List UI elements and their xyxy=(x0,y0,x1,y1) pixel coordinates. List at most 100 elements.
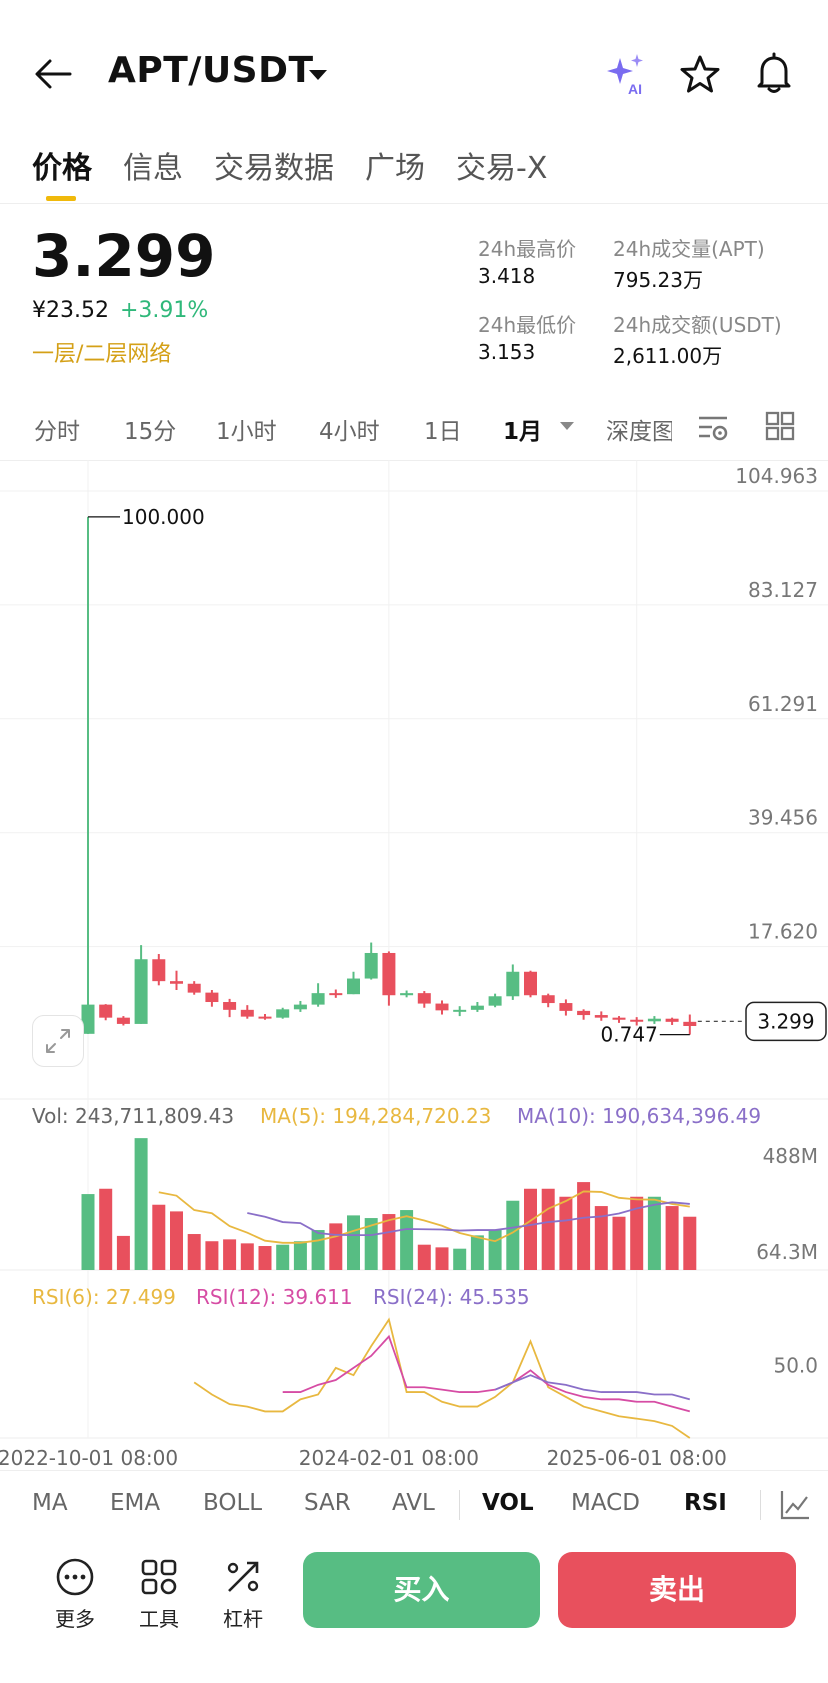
indicator-rsi[interactable]: RSI xyxy=(684,1490,727,1516)
candle-body xyxy=(524,971,537,996)
timeframe-depth[interactable]: 深度图 xyxy=(606,419,672,445)
network-tag[interactable]: 一层/二层网络 xyxy=(32,342,172,367)
ai-button[interactable]: AI xyxy=(604,52,648,97)
candle-body xyxy=(364,952,378,979)
timeframe-1mo[interactable]: 1月 xyxy=(503,419,543,445)
candle-body xyxy=(559,1003,573,1011)
tab-info[interactable]: 信息 xyxy=(123,151,183,186)
favorite-button[interactable] xyxy=(680,54,720,94)
sell-button[interactable]: 卖出 xyxy=(558,1552,796,1628)
tools-grid-icon xyxy=(141,1559,177,1595)
back-button[interactable] xyxy=(34,56,72,92)
volume-bar xyxy=(630,1196,644,1270)
volume-bar xyxy=(417,1244,431,1270)
volume-bar xyxy=(81,1194,95,1270)
volume-bar xyxy=(347,1215,360,1270)
volume-bar xyxy=(223,1239,237,1270)
volume-bar xyxy=(187,1234,201,1270)
volume-ma5-legend: MA(5): 194,284,720.23 xyxy=(260,1104,492,1128)
candle-body xyxy=(683,1021,697,1027)
tab-trading-data[interactable]: 交易数据 xyxy=(214,151,334,186)
price-tick-label: 83.127 xyxy=(748,578,818,602)
volume-bar xyxy=(329,1223,343,1270)
tab-trade-x[interactable]: 交易-X xyxy=(456,151,548,186)
candle-body xyxy=(665,1018,679,1022)
candle-body xyxy=(152,959,166,982)
indicator-macd[interactable]: MACD xyxy=(571,1490,640,1516)
buy-button[interactable]: 买入 xyxy=(303,1552,540,1628)
price-axis: 104.963 83.127 61.291 39.456 17.620 488M 64.3M… xyxy=(735,464,818,1378)
volume-bar xyxy=(647,1196,661,1270)
candle-body xyxy=(417,993,431,1004)
volume-bar xyxy=(488,1230,502,1270)
more-dots-icon xyxy=(56,1558,94,1596)
candle-body xyxy=(630,1019,644,1022)
more-button[interactable]: 更多 xyxy=(40,1555,110,1632)
tools-button[interactable]: 工具 xyxy=(124,1555,194,1632)
candle-body xyxy=(116,1017,130,1024)
candle-body xyxy=(240,1009,254,1017)
chart-trend-icon xyxy=(780,1491,809,1520)
timeframe-15m[interactable]: 15分 xyxy=(124,419,177,445)
volume-tick-label: 488M xyxy=(763,1144,818,1168)
change-percent: +3.91% xyxy=(120,298,209,323)
indicator-vol[interactable]: VOL xyxy=(482,1490,534,1516)
last-price-label: 3.299 xyxy=(757,1009,814,1033)
candle-body xyxy=(506,971,520,997)
indicator-sar[interactable]: SAR xyxy=(304,1490,351,1516)
chart-annotations: 100.000 0.747 3.299 xyxy=(88,505,827,1047)
vol-usdt-label: 24h成交额(USDT) xyxy=(613,313,782,337)
volume-bar xyxy=(205,1241,219,1270)
pair-title[interactable]: APT/USDT xyxy=(108,50,314,91)
timeframe-4h[interactable]: 4小时 xyxy=(319,419,380,445)
tab-square[interactable]: 广场 xyxy=(365,151,425,186)
volume-bar xyxy=(470,1235,484,1270)
candle-body xyxy=(99,1004,113,1018)
cny-price: ¥23.52 xyxy=(32,298,109,323)
candle-body xyxy=(276,1009,290,1018)
timeframe-line[interactable]: 分时 xyxy=(34,419,80,445)
price-chart[interactable]: 104.963 83.127 61.291 39.456 17.620 488M 64.3M… xyxy=(0,460,828,1480)
volume-bar xyxy=(577,1182,591,1270)
timeframe-more-dropdown[interactable] xyxy=(558,418,576,432)
volume-bar xyxy=(116,1235,130,1270)
vol-usdt-value: 2,611.00万 xyxy=(613,344,723,368)
volume-bar xyxy=(594,1206,608,1270)
candle-body xyxy=(594,1015,608,1018)
active-tab-indicator xyxy=(46,196,76,201)
price-tick-label: 39.456 xyxy=(748,806,818,830)
indicator-ema[interactable]: EMA xyxy=(110,1490,161,1516)
chart-settings-button[interactable] xyxy=(696,410,730,444)
indicator-ma[interactable]: MA xyxy=(32,1490,68,1516)
volume-bar xyxy=(453,1248,467,1270)
time-axis: 2022-10-01 08:00 2024-02-01 08:00 2025-06-… xyxy=(0,1446,727,1470)
indicator-avl[interactable]: AVL xyxy=(392,1490,435,1516)
candle-body xyxy=(453,1009,467,1012)
leverage-button[interactable]: 杠杆 xyxy=(208,1555,278,1632)
pair-dropdown-button[interactable] xyxy=(306,62,330,86)
fullscreen-button[interactable] xyxy=(32,1015,84,1067)
candle-body xyxy=(470,1005,484,1010)
high-label: 24h最高价 xyxy=(478,237,577,261)
volume-bar xyxy=(435,1247,449,1270)
rsi24-line xyxy=(494,1374,691,1401)
high-value: 3.418 xyxy=(478,264,536,288)
layout-grid-button[interactable] xyxy=(764,410,796,442)
time-tick-label: 2022-10-01 08:00 xyxy=(0,1446,178,1470)
max-price-label: 100.000 xyxy=(122,505,205,529)
tab-price[interactable]: 价格 xyxy=(32,151,92,186)
timeframe-1h[interactable]: 1小时 xyxy=(216,419,277,445)
timeframe-1d[interactable]: 1日 xyxy=(424,419,462,445)
volume-bar xyxy=(559,1196,573,1270)
volume-bar xyxy=(293,1241,307,1270)
settings-sliders-icon xyxy=(699,416,728,441)
rsi12-legend: RSI(12): 39.611 xyxy=(196,1285,353,1309)
candle-body xyxy=(382,952,396,996)
rsi6-line xyxy=(193,1317,691,1439)
indicator-boll[interactable]: BOLL xyxy=(203,1490,263,1516)
price-tick-label: 104.963 xyxy=(735,464,818,488)
indicator-settings-button[interactable] xyxy=(778,1488,812,1522)
volume-ma10-legend: MA(10): 190,634,396.49 xyxy=(517,1104,762,1128)
caret-down-icon xyxy=(309,70,327,80)
alert-button[interactable] xyxy=(754,52,794,94)
